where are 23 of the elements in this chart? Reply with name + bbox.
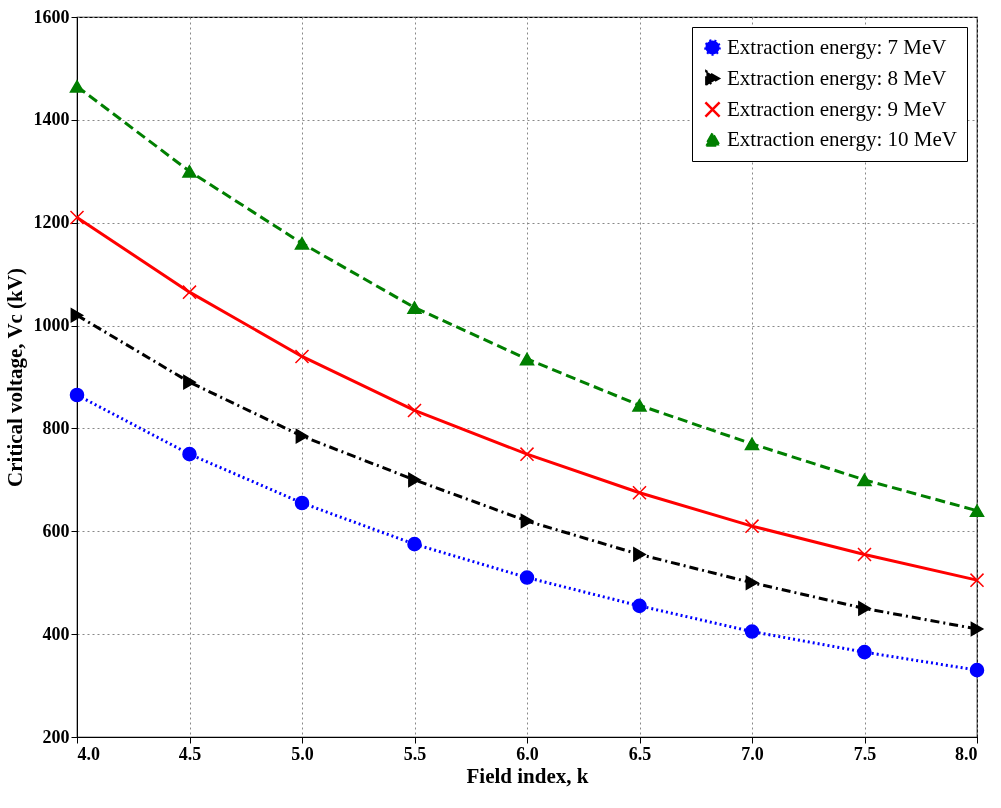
x-tick-label: 4.5 (178, 743, 202, 764)
x-tick-label: 5.5 (403, 743, 427, 764)
x-tick-label: 7.5 (853, 743, 877, 764)
y-axis-title: Critical voltage, Vc (kV) (2, 268, 27, 487)
y-tick-label: 1600 (33, 6, 70, 27)
x-tick-label: 5.0 (291, 743, 314, 764)
legend-label: Extraction energy: 7 MeV (727, 34, 947, 59)
y-tick-label: 600 (42, 520, 70, 541)
legend-label: Extraction energy: 10 MeV (727, 126, 957, 151)
x-tick-label: 6.5 (628, 743, 652, 764)
y-tick-label: 1000 (33, 315, 70, 336)
x-tick-label: 8.0 (955, 743, 978, 764)
y-tick-label: 1400 (33, 109, 70, 130)
x-tick-label: 6.0 (516, 743, 539, 764)
y-tick-label: 800 (42, 417, 70, 438)
x-axis-title: Field index, k (466, 763, 589, 788)
y-tick-label: 400 (42, 623, 70, 644)
legend-label: Extraction energy: 9 MeV (727, 96, 947, 121)
legend-label: Extraction energy: 8 MeV (727, 65, 947, 90)
x-tick-label: 4.0 (77, 743, 100, 764)
y-tick-label: 200 (42, 726, 70, 747)
y-tick-label: 1200 (33, 212, 70, 233)
x-tick-label: 7.0 (741, 743, 764, 764)
